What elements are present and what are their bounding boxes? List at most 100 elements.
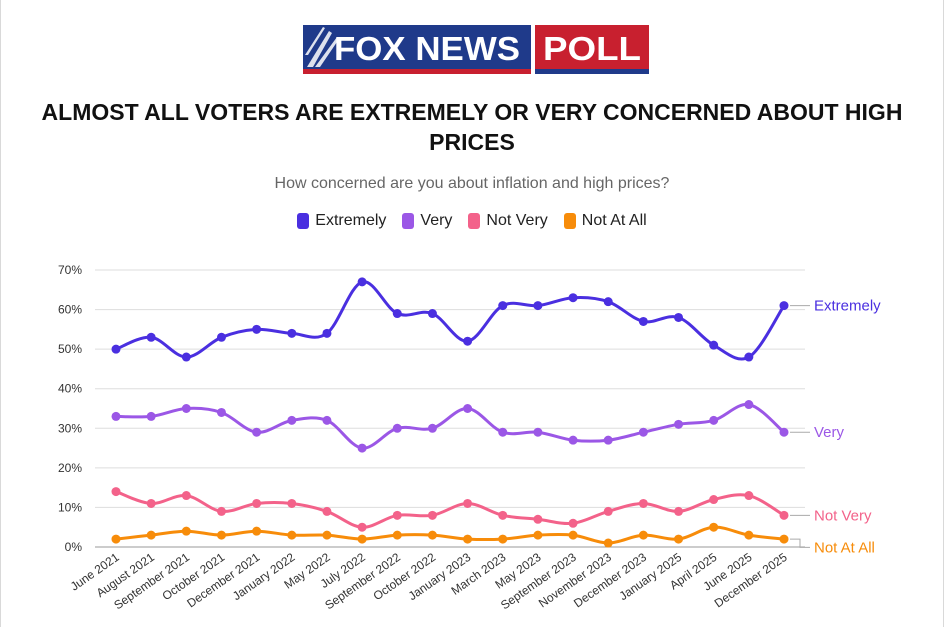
data-point-very: [427, 423, 437, 433]
data-point-not-at-all: [252, 526, 262, 536]
series-line-extremely: [115, 280, 786, 361]
data-point-very: [463, 404, 473, 413]
data-point-very: [392, 423, 402, 433]
series-line-not-at-all: [115, 525, 785, 545]
data-point-not-at-all: [498, 534, 508, 544]
logo-red-underline: [303, 69, 531, 74]
data-point-very: [252, 427, 262, 437]
y-tick-label: 70%: [58, 263, 82, 277]
data-point-not-at-all: [322, 530, 332, 540]
data-point-extremely: [322, 328, 332, 338]
logo-searchlight-icon: [305, 27, 339, 67]
y-tick-label: 60%: [58, 303, 82, 317]
data-point-not-at-all: [357, 534, 367, 544]
data-point-not-at-all: [709, 522, 719, 532]
data-point-not-very: [111, 487, 121, 497]
logo-red-block: [535, 25, 649, 69]
data-point-not-at-all: [146, 530, 156, 540]
legend-item-extremely[interactable]: Extremely: [297, 212, 386, 230]
fox-news-poll-logo: FOX NEWS POLL: [303, 25, 649, 74]
logo-main-text: FOX NEWS: [334, 30, 520, 67]
data-point-extremely: [568, 293, 578, 303]
data-point-very: [357, 443, 367, 453]
data-point-very: [568, 435, 578, 445]
data-point-extremely: [181, 352, 191, 362]
data-point-not-very: [146, 498, 156, 508]
data-point-not-very: [392, 510, 402, 520]
data-point-not-at-all: [744, 530, 754, 540]
legend-label-very: Very: [420, 212, 453, 229]
data-point-not-very: [357, 522, 367, 532]
data-point-not-at-all: [111, 534, 121, 544]
data-point-extremely: [674, 312, 684, 322]
end-label-extremely: Extremely: [814, 298, 881, 315]
data-point-not-at-all: [674, 534, 684, 544]
data-point-extremely: [498, 301, 508, 311]
data-point-extremely: [709, 340, 719, 350]
end-label-not-at-all: Not At All: [814, 539, 875, 556]
data-point-very: [181, 404, 191, 413]
legend-item-not-very[interactable]: Not Very: [468, 212, 548, 230]
data-point-very: [111, 411, 121, 421]
chart-legend: Extremely Very Not Very Not At All: [0, 212, 944, 230]
legend-swatch-extremely: [297, 213, 310, 229]
data-point-extremely: [603, 297, 613, 307]
data-point-not-very: [709, 495, 719, 505]
data-point-not-very: [322, 506, 332, 516]
data-point-not-very: [463, 498, 473, 508]
y-tick-label: 30%: [58, 421, 82, 435]
data-point-extremely: [216, 332, 226, 342]
data-point-not-very: [568, 518, 578, 528]
data-point-not-very: [533, 514, 543, 524]
data-point-not-at-all: [603, 538, 613, 548]
end-label-not-very: Not Very: [814, 507, 872, 524]
legend-label-not-at-all: Not At All: [581, 212, 647, 229]
data-point-extremely: [427, 309, 437, 319]
data-point-extremely: [252, 324, 262, 334]
data-point-not-very: [427, 510, 437, 520]
legend-item-very[interactable]: Very: [402, 212, 452, 230]
data-point-not-at-all: [779, 534, 789, 544]
data-point-very: [603, 435, 613, 445]
y-tick-label: 50%: [58, 342, 82, 356]
data-point-very: [638, 427, 648, 437]
data-point-not-very: [498, 510, 508, 520]
data-point-not-at-all: [638, 530, 648, 540]
data-point-extremely: [146, 332, 156, 342]
legend-item-not-at-all[interactable]: Not At All: [563, 212, 647, 230]
legend-swatch-very: [402, 213, 415, 229]
end-label-very: Very: [814, 424, 845, 441]
legend-swatch-not-at-all: [563, 213, 576, 229]
data-point-not-very: [216, 506, 226, 516]
data-point-not-at-all: [392, 530, 402, 540]
data-point-not-at-all: [427, 530, 437, 540]
data-point-very: [287, 415, 297, 425]
y-tick-label: 40%: [58, 382, 82, 396]
data-point-not-very: [744, 491, 754, 501]
data-point-not-at-all: [463, 534, 473, 544]
y-tick-label: 20%: [58, 461, 82, 475]
data-point-not-at-all: [216, 530, 226, 540]
data-point-not-very: [287, 498, 297, 508]
data-point-not-at-all: [287, 530, 297, 540]
legend-label-extremely: Extremely: [315, 212, 387, 229]
data-point-not-at-all: [568, 530, 578, 540]
data-point-not-very: [779, 510, 789, 520]
data-point-very: [779, 427, 789, 437]
data-point-not-very: [252, 498, 262, 508]
data-point-very: [322, 415, 332, 425]
data-point-very: [146, 411, 156, 421]
data-point-very: [744, 400, 754, 410]
data-point-very: [498, 427, 508, 437]
series-line-not-very: [115, 490, 785, 529]
data-point-not-very: [638, 498, 648, 508]
legend-label-not-very: Not Very: [486, 212, 548, 229]
data-point-not-at-all: [181, 526, 191, 536]
data-point-very: [216, 407, 226, 417]
data-point-very: [709, 415, 719, 425]
data-point-extremely: [638, 316, 648, 326]
data-point-very: [533, 427, 543, 437]
data-point-extremely: [392, 309, 402, 319]
data-point-extremely: [533, 301, 543, 311]
